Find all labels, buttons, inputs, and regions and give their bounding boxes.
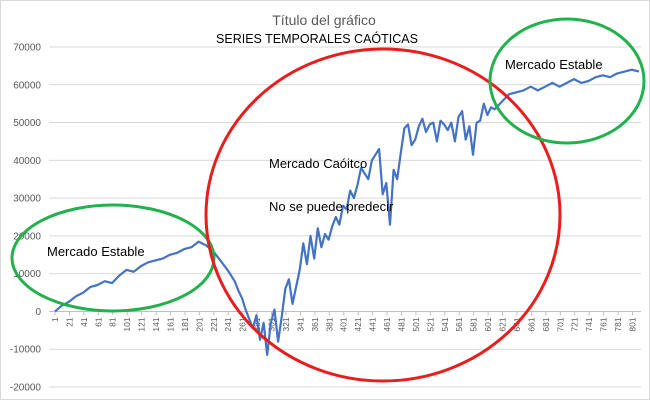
annotation-unpredictable: No se puede predecir	[269, 199, 394, 214]
x-tick-label: 461	[382, 317, 392, 331]
annotation-chaotic: Mercado Caóitco	[269, 156, 367, 171]
x-tick-label: 181	[180, 317, 190, 331]
y-tick-label: 10000	[13, 269, 41, 280]
stable-region-left-ellipse	[10, 203, 216, 313]
stable-region-right-ellipse	[488, 17, 646, 145]
y-tick-label: 70000	[13, 43, 41, 54]
x-tick-label: 761	[599, 317, 609, 331]
x-tick-label: 41	[79, 317, 89, 327]
y-tick-labels: 70000 60000 50000 40000 30000 20000 10000 0 -100…	[10, 43, 42, 394]
x-tick-label: 441	[368, 317, 378, 331]
x-tick-label: 481	[397, 317, 407, 331]
x-tick-label: 21	[64, 317, 74, 327]
grid-lines	[49, 46, 641, 388]
x-tick-label: 681	[541, 317, 551, 331]
x-tick-label: 501	[411, 317, 421, 331]
x-tick-label: 421	[353, 317, 363, 331]
x-tick-label: 561	[454, 317, 464, 331]
annotation-stable-left: Mercado Estable	[47, 244, 145, 259]
x-tick-label: 341	[295, 317, 305, 331]
y-tick-label: 30000	[13, 194, 41, 205]
y-tick-label: 60000	[13, 80, 41, 91]
y-tick-label: 50000	[13, 118, 41, 129]
x-tick-label: 61	[93, 317, 103, 327]
x-tick-label: 381	[324, 317, 334, 331]
x-tick-label: 521	[425, 317, 435, 331]
series-line	[54, 68, 640, 356]
x-tick-label: 101	[122, 317, 132, 331]
x-tick-label: 601	[483, 317, 493, 331]
x-tick-label: 401	[339, 317, 349, 331]
y-tick-label: 0	[35, 307, 41, 318]
x-tick-label: 241	[223, 317, 233, 331]
x-tick-label: 361	[310, 317, 320, 331]
chart-title: Título del gráfico	[272, 12, 376, 28]
y-tick-label: 40000	[13, 156, 41, 167]
chart-subtitle: SERIES TEMPORALES CAÓTICAS	[216, 31, 418, 46]
annotation-stable-right: Mercado Estable	[505, 57, 603, 72]
chaotic-region-ellipse	[204, 47, 562, 383]
x-tick-label: 741	[584, 317, 594, 331]
x-tick-label: 221	[209, 317, 219, 331]
y-tick-label: -10000	[10, 345, 42, 356]
x-tick-label: 81	[108, 317, 118, 327]
x-tick-label: 581	[469, 317, 479, 331]
y-tick-label: -20000	[10, 383, 42, 394]
x-tick-label: 721	[570, 317, 580, 331]
x-tick-label: 141	[151, 317, 161, 331]
x-tick-label: 661	[526, 317, 536, 331]
x-tick-label: 541	[440, 317, 450, 331]
x-tick-label: 201	[194, 317, 204, 331]
y-tick-label: 20000	[13, 231, 41, 242]
x-tick-labels: 1 21 41 61 81 101 121 141 161 181 201 221 241 261 281 3…	[50, 317, 638, 331]
x-tick-label: 801	[628, 317, 638, 331]
x-tick-label: 321	[281, 317, 291, 331]
x-tick-label: 161	[166, 317, 176, 331]
x-tick-label: 261	[238, 317, 248, 331]
x-tick-label: 621	[498, 317, 508, 331]
x-axis	[49, 310, 641, 316]
x-tick-label: 701	[555, 317, 565, 331]
x-tick-label: 1	[50, 317, 60, 322]
x-tick-label: 781	[613, 317, 623, 331]
x-tick-label: 121	[137, 317, 147, 331]
